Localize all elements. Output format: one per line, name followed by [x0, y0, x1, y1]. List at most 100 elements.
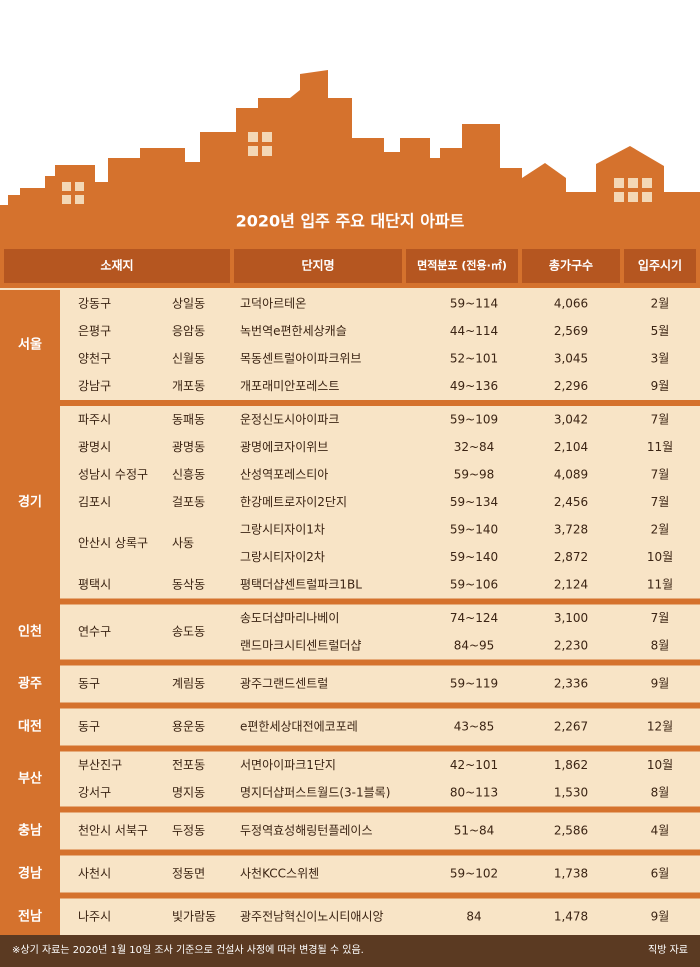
area: 49~136	[450, 379, 498, 393]
dong: 신월동	[172, 351, 205, 365]
footer-note: ※상기 자료는 2020년 1월 10일 조사 기준으로 건설사 사정에 따라 …	[12, 943, 364, 956]
group-separator	[0, 806, 700, 813]
units: 2,336	[554, 677, 588, 691]
complex-name: 서면아이파크1단지	[240, 758, 336, 772]
dong: 용운동	[172, 720, 205, 734]
units: 1,862	[554, 758, 588, 772]
region-cell	[0, 855, 60, 893]
area: 44~114	[450, 324, 498, 338]
dong: 명지동	[172, 785, 205, 799]
complex-name: 목동센트럴아이파크위브	[240, 351, 361, 365]
move-in: 7월	[651, 495, 670, 509]
region-cell	[0, 665, 60, 703]
units: 1,478	[554, 910, 588, 924]
district: 동구	[78, 677, 100, 691]
area: 32~84	[454, 440, 495, 454]
region-cell	[0, 751, 60, 807]
units: 2,586	[554, 824, 588, 838]
district: 부산진구	[78, 758, 122, 772]
region: 경남	[18, 866, 42, 882]
dong: 사동	[172, 536, 194, 550]
district: 김포시	[78, 495, 111, 509]
header-cell: 총가구수	[549, 258, 593, 273]
complex-name: 개포래미안포레스트	[240, 379, 339, 393]
move-in: 10월	[647, 550, 673, 564]
area: 84~95	[454, 638, 495, 652]
move-in: 3월	[651, 351, 670, 365]
district: 천안시 서북구	[78, 823, 148, 838]
area: 59~140	[450, 522, 498, 536]
area: 59~106	[450, 577, 498, 591]
district: 연수구	[78, 625, 111, 639]
district: 은평구	[78, 324, 111, 338]
footer-bg	[0, 935, 700, 967]
district: 동구	[78, 720, 100, 734]
complex-name: 광명에코자이위브	[240, 440, 328, 454]
dong: 두정동	[172, 824, 205, 838]
units: 1,530	[554, 785, 588, 799]
area: 74~124	[450, 611, 498, 625]
group-separator	[0, 892, 700, 899]
complex-name: 명지더샵퍼스트월드(3-1블록)	[240, 785, 390, 799]
group-separator	[0, 745, 700, 752]
district: 나주시	[78, 910, 111, 924]
dong: 빛가람동	[172, 910, 216, 924]
area: 84	[466, 910, 481, 924]
complex-name: 고덕아르테온	[240, 296, 306, 310]
district: 강서구	[78, 785, 111, 799]
group-separator	[0, 702, 700, 709]
region: 충남	[18, 823, 42, 839]
region-cell	[0, 708, 60, 746]
district: 강동구	[78, 296, 111, 310]
header-boxes	[4, 249, 696, 283]
units: 4,066	[554, 296, 588, 310]
complex-name: 그랑시티자이1차	[240, 522, 325, 536]
area: 80~113	[450, 785, 498, 799]
district: 양천구	[78, 350, 111, 365]
windows	[62, 132, 652, 204]
area: 43~85	[454, 720, 495, 734]
header-cell: 입주시기	[638, 258, 682, 273]
units: 2,456	[554, 495, 588, 509]
move-in: 8월	[651, 638, 670, 652]
dong: 동패동	[172, 412, 205, 426]
move-in: 6월	[651, 867, 670, 881]
units: 2,267	[554, 720, 588, 734]
move-in: 9월	[651, 677, 670, 691]
group-separator	[0, 849, 700, 856]
move-in: 2월	[651, 296, 670, 310]
units: 2,296	[554, 379, 588, 393]
dong: 응암동	[172, 324, 205, 338]
units: 3,728	[554, 522, 588, 536]
header-cell: 면적분포 (전용·㎡)	[417, 258, 507, 272]
district: 파주시	[78, 412, 111, 426]
region: 서울	[18, 337, 42, 353]
area: 51~84	[454, 824, 495, 838]
region-cell	[0, 290, 60, 400]
complex-name: 사천KCC스위첸	[240, 866, 319, 881]
move-in: 11월	[647, 440, 673, 454]
move-in: 8월	[651, 785, 670, 799]
units: 3,100	[554, 611, 588, 625]
complex-name: 두정역효성해링턴플레이스	[240, 824, 372, 838]
units: 3,045	[554, 351, 588, 365]
complex-name: 녹번역e편한세상캐슬	[240, 324, 347, 338]
region-cell	[0, 812, 60, 850]
area: 59~134	[450, 495, 498, 509]
units: 2,124	[554, 577, 588, 591]
complex-name: 한강메트로자이2단지	[240, 495, 347, 509]
group-separator	[0, 400, 700, 406]
complex-name: 랜드마크시티센트럴더샵	[240, 638, 361, 652]
district: 강남구	[78, 379, 111, 393]
area: 59~109	[450, 412, 498, 426]
complex-name: 광주전남혁신이노시티애시앙	[240, 910, 384, 924]
district: 평택시	[78, 577, 111, 591]
complex-name: 운정신도시아이파크	[240, 412, 339, 426]
district: 사천시	[78, 866, 111, 881]
dong: 정동면	[172, 867, 205, 881]
header-cell: 단지명	[301, 258, 334, 273]
dong: 상일동	[172, 296, 205, 310]
